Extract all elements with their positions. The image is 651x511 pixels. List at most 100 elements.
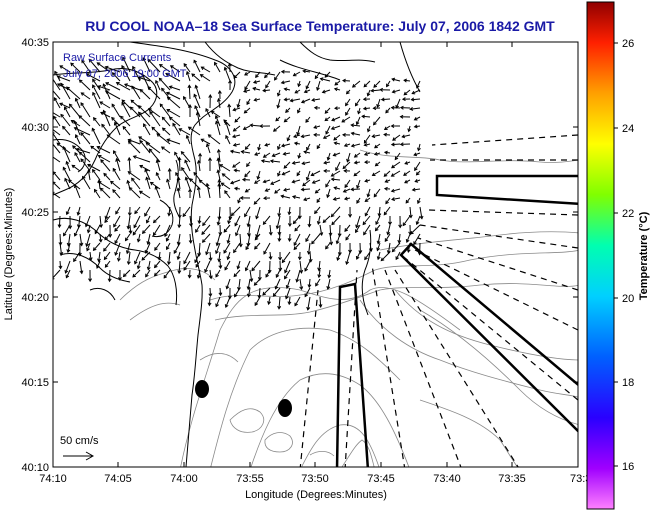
- current-vector-head: [377, 213, 382, 217]
- current-vector-head: [161, 116, 166, 121]
- colorbar-gradient: [586, 1, 615, 510]
- current-vector-head: [144, 212, 148, 217]
- current-vector-head: [79, 270, 84, 275]
- current-vector: [185, 177, 191, 190]
- current-vector-head: [73, 120, 78, 125]
- current-vector: [82, 176, 91, 190]
- current-vector-head: [217, 258, 222, 263]
- current-vector: [78, 215, 81, 228]
- current-vector-head: [355, 121, 360, 126]
- current-vector-head: [100, 159, 104, 163]
- current-vector-head: [72, 145, 76, 149]
- current-vector-head: [391, 89, 396, 94]
- current-vector-head: [245, 246, 250, 251]
- current-vector: [155, 186, 161, 199]
- current-vector: [281, 195, 291, 199]
- current-vector-head: [403, 78, 408, 83]
- current-vector-head: [276, 104, 281, 109]
- current-vector: [209, 269, 212, 279]
- current-vector-head: [271, 153, 276, 158]
- current-vector-head: [386, 231, 391, 236]
- current-vector-head: [350, 187, 355, 192]
- current-vector-head: [185, 70, 190, 75]
- current-vector: [394, 152, 401, 160]
- current-vector: [263, 152, 271, 158]
- current-vector-head: [134, 260, 138, 265]
- current-vector: [225, 135, 231, 145]
- current-vector-head: [260, 159, 265, 163]
- current-vector: [402, 215, 411, 226]
- current-vector: [274, 71, 281, 81]
- current-vector-head: [59, 102, 64, 107]
- current-vector-head: [323, 168, 327, 173]
- current-vector-head: [254, 236, 259, 241]
- current-vector: [283, 161, 291, 169]
- current-vector-head: [224, 266, 228, 271]
- colorbar-tick-label: 22: [622, 208, 634, 220]
- current-vector-head: [149, 110, 153, 115]
- current-vector: [120, 115, 131, 127]
- current-vector-head: [285, 295, 289, 300]
- current-vector: [86, 242, 91, 251]
- current-vector: [65, 260, 71, 274]
- current-vector: [409, 206, 412, 218]
- current-vector: [403, 89, 411, 96]
- current-vector-head: [283, 97, 288, 102]
- current-vector: [355, 98, 361, 106]
- current-vector-head: [268, 231, 273, 236]
- current-vector-head: [305, 238, 309, 243]
- current-vector-head: [306, 306, 311, 311]
- current-vector-head: [391, 248, 396, 253]
- current-vector: [395, 251, 401, 260]
- current-vector-head: [53, 131, 55, 134]
- current-vector: [53, 90, 61, 100]
- x-tick-label: 73:35: [498, 473, 526, 485]
- current-vector-head: [208, 293, 213, 298]
- current-vector-head: [373, 193, 378, 198]
- current-vector-head: [63, 106, 68, 111]
- current-vector: [104, 233, 111, 240]
- current-vector-head: [410, 230, 414, 235]
- current-vector: [195, 260, 201, 268]
- current-vector-head: [183, 266, 188, 271]
- current-vector: [305, 233, 311, 242]
- current-vector: [308, 278, 311, 288]
- current-vector-head: [166, 246, 170, 251]
- current-vector: [86, 73, 101, 82]
- current-vector: [275, 278, 281, 290]
- current-vector-head: [361, 114, 366, 119]
- current-vector: [128, 157, 131, 172]
- current-vector: [197, 187, 201, 199]
- current-vector: [233, 71, 241, 79]
- current-vector: [334, 80, 341, 86]
- current-vector: [53, 181, 61, 190]
- current-vector-head: [197, 252, 202, 257]
- current-vector-head: [126, 225, 131, 230]
- current-vector: [308, 242, 311, 254]
- current-vector: [356, 251, 361, 260]
- current-vector-head: [303, 197, 308, 202]
- current-vector-head: [254, 152, 259, 156]
- current-vector: [367, 89, 371, 96]
- current-vector: [166, 242, 171, 250]
- current-vector: [87, 170, 91, 181]
- current-vector-head: [104, 65, 109, 70]
- current-vector: [322, 215, 331, 223]
- current-vector-head: [189, 223, 193, 228]
- current-vector-head: [417, 147, 421, 152]
- current-vector: [263, 89, 271, 92]
- current-vector-head: [113, 150, 117, 154]
- current-vector-head: [333, 141, 338, 146]
- current-vector-head: [68, 103, 73, 108]
- current-vector: [211, 110, 221, 118]
- scale-label: 50 cm/s: [60, 435, 99, 447]
- current-vector-head: [364, 212, 369, 217]
- current-vector-head: [376, 256, 381, 261]
- current-vector: [201, 66, 211, 73]
- current-vector: [177, 177, 181, 190]
- current-vector: [364, 206, 371, 217]
- current-vector: [269, 251, 272, 260]
- current-vector: [129, 224, 132, 234]
- current-vector-head: [184, 159, 188, 164]
- current-vector: [303, 151, 311, 154]
